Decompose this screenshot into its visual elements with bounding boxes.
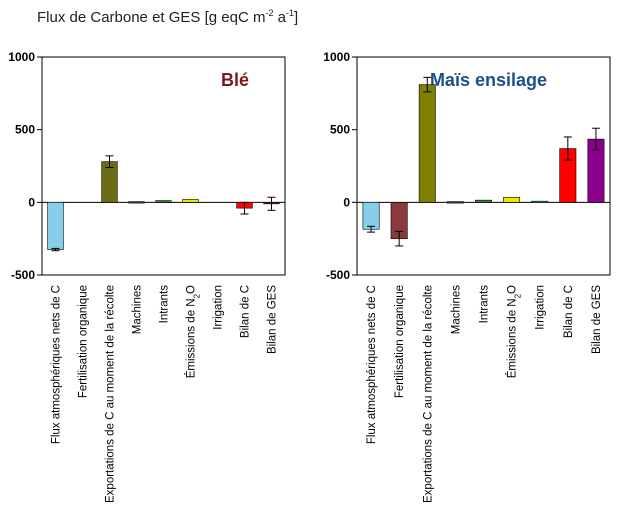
bar: [362, 202, 380, 230]
y-tick-label: 500: [330, 123, 350, 137]
bar: [128, 201, 145, 204]
category-label: Intrants: [159, 285, 171, 324]
bar: [475, 199, 492, 203]
category-label: Bilan de GES: [591, 285, 603, 354]
panel-title: Blé: [221, 70, 249, 90]
category-label: Exportations de C au moment de la récolt…: [105, 285, 117, 503]
category-label: Émissions de N2O: [506, 285, 523, 378]
category-label: Flux atmosphériques nets de C: [366, 285, 378, 444]
category-label: Machines: [132, 285, 144, 334]
category-label: Bilan de C: [563, 285, 575, 338]
category-label: Fertilisation organique: [78, 285, 90, 398]
category-label: Émissions de N2O: [185, 285, 202, 378]
bar: [446, 201, 464, 204]
bar: [503, 196, 521, 203]
category-label: Intrants: [479, 285, 491, 324]
bar: [47, 202, 64, 250]
y-tick-label: 1000: [8, 50, 35, 64]
plot-frame: [41, 56, 286, 276]
y-tick-label: 500: [15, 123, 35, 137]
category-label: Irrigation: [535, 285, 547, 330]
bar: [182, 199, 199, 203]
panel-title: Maïs ensilage: [430, 70, 547, 90]
y-tick-label: -500: [11, 268, 35, 282]
category-label: Exportations de C au moment de la récolt…: [422, 285, 434, 503]
y-tick-label: 0: [343, 195, 350, 209]
bar: [531, 200, 549, 203]
chart-panel-1: -500 0 500 1000 Blé Flux atmosphériques nets …: [8, 50, 286, 503]
y-tick-label: 1000: [323, 50, 350, 64]
category-label: Bilan de C: [240, 285, 252, 338]
y-tick-label: -500: [326, 268, 350, 282]
category-label: Irrigation: [213, 285, 225, 330]
bar: [155, 200, 172, 203]
y-tick-label: 0: [28, 195, 35, 209]
plot-frame: [356, 56, 611, 276]
category-label: Fertilisation organique: [394, 285, 406, 398]
bar: [418, 84, 436, 203]
category-label: Bilan de GES: [267, 285, 279, 354]
page-title: Flux de Carbone et GES [g eqC m-2 a-1]: [37, 8, 299, 26]
chart-panel-2: -500 0 500 1000 Maïs ensilage Flux atmosphéri…: [323, 50, 611, 503]
category-label: Flux atmosphériques nets de C: [51, 285, 63, 444]
category-label: Machines: [450, 285, 462, 334]
